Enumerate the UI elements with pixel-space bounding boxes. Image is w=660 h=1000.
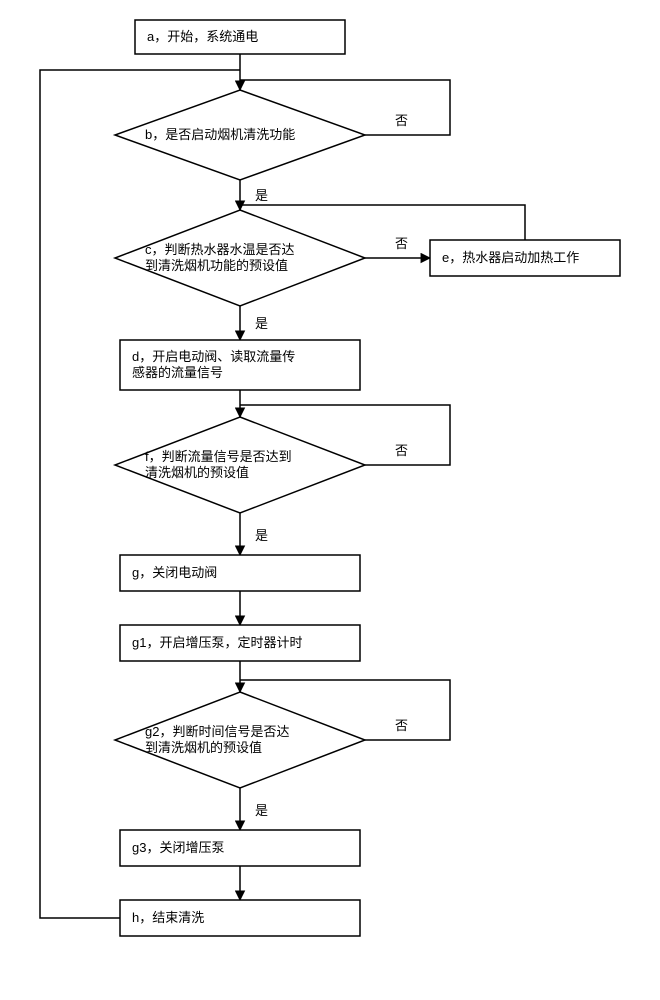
- node-text-g3-0: g3，关闭增压泵: [132, 840, 224, 855]
- node-d: d，开启电动阀、读取流量传感器的流量信号: [120, 340, 360, 390]
- nodes-layer: a，开始，系统通电 b，是否启动烟机清洗功能 c，判断热水器水温是否达到清洗烟机功能…: [115, 20, 620, 936]
- edge-label-c-d: 是: [255, 316, 268, 331]
- edge-label-g2-no: 否: [395, 718, 408, 733]
- node-text-g-0: g，关闭电动阀: [132, 565, 217, 580]
- node-text-g2-0: g2，判断时间信号是否达: [145, 724, 289, 739]
- node-text-e-0: e，热水器启动加热工作: [442, 250, 579, 265]
- flowchart-canvas: a，开始，系统通电 b，是否启动烟机清洗功能 c，判断热水器水温是否达到清洗烟机功能…: [0, 0, 660, 1000]
- node-text-g2-1: 到清洗烟机的预设值: [145, 740, 262, 755]
- node-f: f，判断流量信号是否达到清洗烟机的预设值: [115, 417, 365, 513]
- node-g2: g2，判断时间信号是否达到清洗烟机的预设值: [115, 692, 365, 788]
- node-text-h-0: h，结束清洗: [132, 910, 204, 925]
- edge-label-b-c: 是: [255, 188, 268, 203]
- edge-label-c-e: 否: [395, 236, 408, 251]
- node-b: b，是否启动烟机清洗功能: [115, 90, 365, 180]
- node-a: a，开始，系统通电: [135, 20, 345, 54]
- node-g1: g1，开启增压泵，定时器计时: [120, 625, 360, 661]
- node-g3: g3，关闭增压泵: [120, 830, 360, 866]
- node-g: g，关闭电动阀: [120, 555, 360, 591]
- edge-label-g2-g3: 是: [255, 803, 268, 818]
- node-text-d-1: 感器的流量信号: [132, 365, 223, 380]
- node-text-f-1: 清洗烟机的预设值: [145, 465, 249, 480]
- node-text-f-0: f，判断流量信号是否达到: [145, 449, 292, 464]
- node-text-g1-0: g1，开启增压泵，定时器计时: [132, 635, 302, 650]
- node-c: c，判断热水器水温是否达到清洗烟机功能的预设值: [115, 210, 365, 306]
- edge-label-f-no: 否: [395, 443, 408, 458]
- edge-label-f-g: 是: [255, 528, 268, 543]
- node-h: h，结束清洗: [120, 900, 360, 936]
- node-text-b-0: b，是否启动烟机清洗功能: [145, 127, 295, 142]
- node-text-a-0: a，开始，系统通电: [147, 29, 258, 44]
- edge-label-b-no: 否: [395, 113, 408, 128]
- node-e: e，热水器启动加热工作: [430, 240, 620, 276]
- node-text-d-0: d，开启电动阀、读取流量传: [132, 349, 295, 364]
- node-text-c-0: c，判断热水器水温是否达: [145, 242, 295, 257]
- node-text-c-1: 到清洗烟机功能的预设值: [145, 258, 288, 273]
